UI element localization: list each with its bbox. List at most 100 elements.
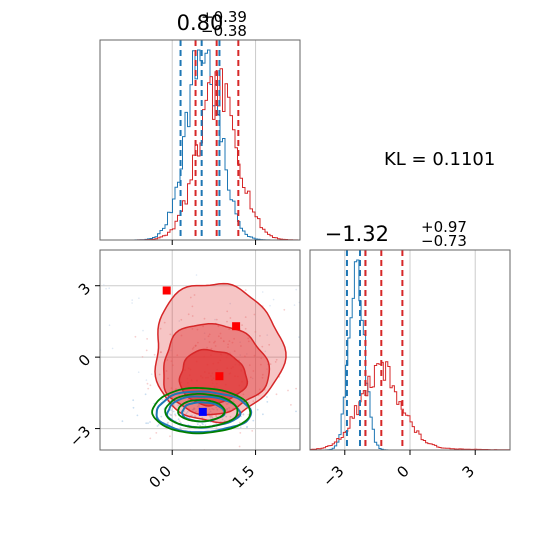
sample-point-red: [260, 363, 262, 366]
x-tick-label: −3: [319, 462, 347, 490]
sample-point-red: [165, 370, 168, 372]
sample-point-blue: [156, 425, 159, 427]
x-tick-label: 0: [393, 462, 412, 481]
sample-point-red: [227, 343, 230, 346]
sample-point-red: [145, 349, 148, 352]
sample-point-blue: [208, 408, 211, 411]
sample-point-blue: [226, 407, 229, 410]
sample-point-red: [141, 356, 144, 358]
sample-point-red: [295, 387, 297, 390]
sample-point-red: [163, 321, 166, 324]
sample-point-blue: [242, 413, 245, 415]
sample-point-red: [180, 318, 183, 321]
sample-point-blue: [179, 426, 182, 429]
sample-point-blue: [272, 298, 275, 301]
hist-param1-frame: [99, 39, 301, 241]
sample-point-blue: [137, 371, 140, 374]
sample-point-red: [225, 403, 228, 405]
sample-point-red: [159, 327, 162, 330]
sample-point-blue: [145, 422, 148, 425]
sample-point-blue: [108, 324, 111, 327]
sample-point-red: [226, 310, 229, 313]
sample-point-red: [275, 393, 278, 396]
sample-point-blue: [269, 304, 271, 307]
sample-point-red: [228, 328, 231, 330]
hist-param1-panel: [99, 39, 301, 245]
sample-point-blue: [168, 413, 171, 415]
sample-point-blue: [105, 287, 107, 290]
y-tick-label: 0: [75, 351, 94, 370]
marker-blue: [198, 407, 207, 416]
sample-point-blue: [232, 400, 235, 403]
sample-point-blue: [136, 414, 139, 417]
sample-point-red: [261, 376, 264, 379]
sample-point-red: [149, 384, 152, 387]
x-tick-label: 3: [459, 462, 478, 481]
sample-point-blue: [209, 416, 212, 419]
contour-green: [177, 399, 226, 423]
sample-point-red: [220, 337, 222, 340]
sample-point-red: [187, 313, 190, 316]
sample-point-red: [215, 415, 218, 418]
x-tick-label: 1.5: [229, 462, 259, 492]
contour-blue: [155, 390, 253, 434]
sample-point-red: [229, 415, 232, 418]
sample-point-red: [261, 373, 264, 376]
sample-point-red: [269, 363, 272, 365]
sample-point-red: [146, 382, 149, 385]
sample-point-blue: [150, 373, 153, 376]
title-param1-main: 0.80: [177, 11, 224, 35]
sample-point-blue: [187, 398, 190, 401]
marker-red: [162, 286, 171, 295]
sample-point-blue: [131, 299, 133, 301]
sample-point-blue: [185, 412, 188, 415]
sample-point-red: [214, 345, 217, 347]
sample-point-blue: [215, 406, 218, 409]
sample-point-red: [283, 308, 286, 311]
sample-point-red: [329, 329, 331, 331]
sample-point-blue: [208, 412, 211, 415]
sample-point-blue: [198, 405, 200, 407]
sample-point-blue: [195, 410, 197, 413]
sample-point-blue: [157, 423, 160, 426]
sample-point-red: [170, 360, 173, 362]
sample-point-blue: [131, 302, 133, 304]
sample-point-red: [176, 354, 179, 357]
sample-point-red: [259, 335, 261, 337]
sample-point-blue: [251, 377, 254, 380]
sample-point-blue: [266, 396, 268, 398]
sample-point-blue: [138, 297, 140, 300]
sample-point-blue: [193, 408, 195, 411]
sample-point-red: [167, 377, 169, 380]
sample-point-red: [146, 338, 149, 340]
sample-point-red: [242, 393, 245, 396]
sample-point-red: [238, 421, 241, 424]
sample-point-red: [260, 357, 263, 360]
sample-point-red: [207, 335, 210, 338]
title-param1: 0.80: [177, 11, 224, 35]
sample-point-red: [208, 341, 211, 343]
sample-point-red: [219, 332, 222, 335]
sample-point-blue: [227, 403, 229, 405]
sample-point-red: [239, 432, 242, 434]
x-tick-label: 0.0: [145, 462, 175, 492]
sample-point-red: [290, 404, 292, 406]
sample-point-blue: [199, 424, 202, 427]
sample-point-blue: [108, 287, 110, 290]
sample-point-blue: [208, 415, 211, 417]
y-tick-label: −3: [66, 422, 94, 450]
sample-point-red: [175, 388, 178, 390]
sample-point-red: [196, 328, 199, 331]
y-tick-label: 3: [75, 279, 94, 298]
sample-point-red: [287, 389, 289, 392]
sample-point-blue: [166, 422, 169, 425]
sample-point-blue: [145, 379, 148, 381]
sample-point-red: [244, 316, 247, 318]
sample-point-red: [214, 340, 216, 343]
sample-point-blue: [161, 398, 164, 401]
sample-point-blue: [214, 318, 216, 321]
sample-point-red: [229, 317, 232, 319]
sample-point-red: [170, 387, 173, 390]
sample-point-red: [191, 315, 194, 317]
title-param2-main: −1.32: [325, 222, 389, 246]
